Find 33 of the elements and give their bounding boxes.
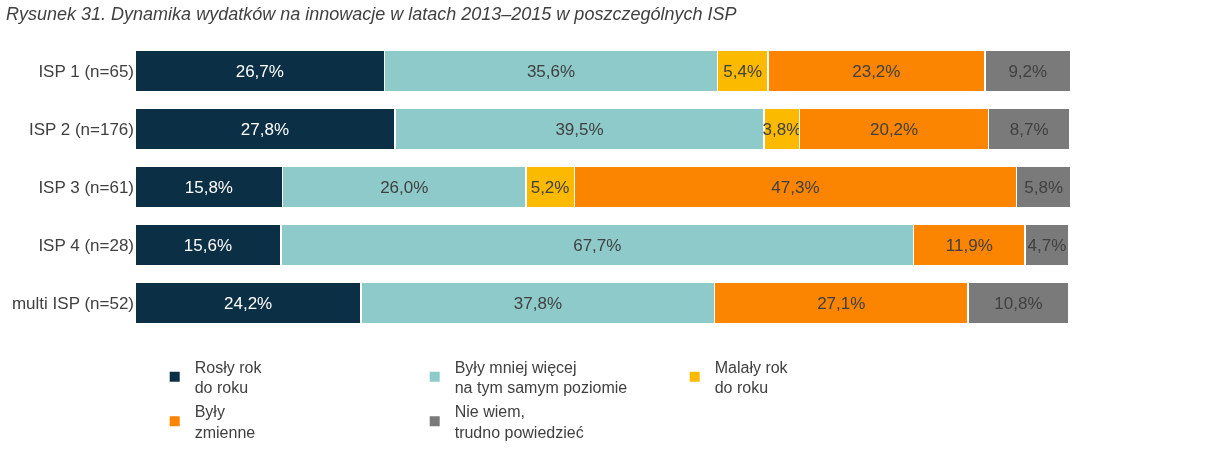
data-label: 35,6% [526, 61, 576, 81]
data-label: 15,6% [183, 235, 233, 255]
y-tick-label: ISP 4 (n=28) [38, 235, 134, 255]
legend-label: Były zmienne [194, 403, 256, 441]
data-label: 47,3% [771, 177, 820, 197]
y-tick-label: ISP 1 (n=65) [38, 61, 134, 81]
legend-label: Malały rok do roku [714, 358, 789, 397]
data-label: 23,2% [852, 61, 901, 81]
legend-label: Były mniej więcej na tym samym poziomie [454, 358, 628, 397]
y-tick-label: ISP 3 (n=61) [38, 177, 134, 197]
data-label: 27,8% [240, 119, 290, 139]
y-tick-label: multi ISP (n=52) [11, 293, 134, 313]
data-label: 10,8% [994, 293, 1043, 313]
data-label: 5,8% [1024, 177, 1064, 197]
data-label: 39,5% [555, 119, 604, 139]
y-tick-label: ISP 2 (n=176) [28, 119, 134, 139]
data-label: 8,7% [1009, 119, 1049, 139]
data-label: 9,2% [1008, 61, 1048, 81]
data-label: 5,2% [530, 177, 570, 197]
data-label: 26,7% [235, 61, 284, 81]
data-label: 37,8% [513, 293, 563, 313]
chart-title: Rysunek 31. Dynamika wydatków na innowacje w latach 2013–2015 w poszczególnych ISP [6, 3, 737, 24]
data-label: 26,0% [380, 177, 429, 197]
data-label: 11,9% [945, 235, 993, 255]
data-label: 5,4% [723, 61, 763, 81]
legend-label: Rosły rok do roku [194, 358, 263, 397]
legend-label: Nie wiem, trudno powiedzieć [454, 403, 584, 441]
data-label: 15,8% [184, 177, 233, 197]
data-label: 4,7% [1027, 235, 1067, 255]
data-label: 27,1% [817, 293, 866, 313]
data-label: 67,7% [573, 235, 622, 255]
data-label: 24,2% [224, 293, 273, 313]
data-label: 20,2% [869, 119, 919, 139]
